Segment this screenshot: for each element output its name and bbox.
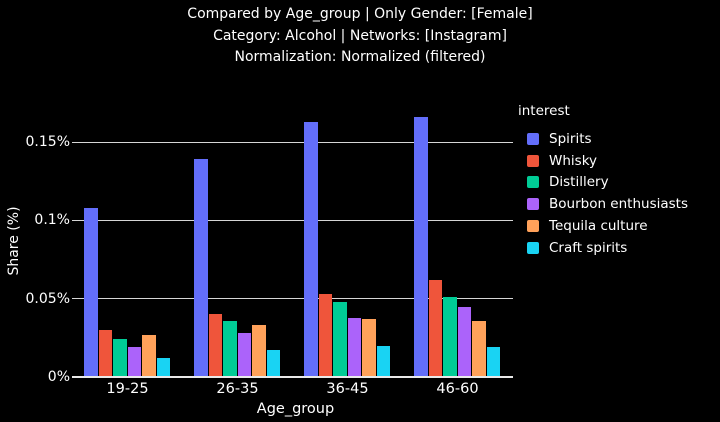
bar-spirits-19-25 (84, 207, 98, 377)
gridline-0.15% (78, 141, 513, 143)
bar-spirits-36-45 (304, 121, 318, 377)
legend-label-spirits: Spirits (549, 130, 592, 147)
bar-distillery-19-25 (113, 339, 127, 377)
legend-label-whisky: Whisky (549, 152, 598, 169)
legend-swatch-whisky (527, 154, 539, 167)
bar-spirits-26-35 (194, 159, 208, 377)
legend-swatch-spirits (527, 132, 539, 145)
legend-swatch-distillery (527, 176, 539, 189)
bar-craft-spirits-46-60 (486, 347, 500, 377)
chart-title-line-3: Normalization: Normalized (filtered) (234, 49, 486, 65)
bar-distillery-46-60 (443, 297, 457, 377)
y-tick-label-0%: 0% (47, 369, 70, 385)
legend-item-whisky[interactable]: Whisky (518, 150, 688, 172)
chart-title-line-1: Compared by Age_group | Only Gender: [Fe… (187, 6, 533, 22)
gridline-0.1% (78, 219, 513, 221)
x-tick-label-19-25: 19-25 (106, 381, 149, 397)
bar-whisky-26-35 (208, 314, 222, 377)
y-tick-mark-0.05% (72, 298, 78, 300)
y-axis-tick-labels: 0% 0.05% 0.1% 0.15% (0, 105, 70, 385)
bar-tequila-culture-19-25 (142, 334, 156, 377)
y-tick-label-0.05%: 0.05% (25, 290, 70, 307)
bar-whisky-36-45 (318, 294, 332, 377)
gridline-0.05% (78, 298, 513, 300)
bar-tequila-culture-36-45 (362, 319, 376, 377)
x-tick-label-26-35: 26-35 (216, 381, 259, 397)
bar-distillery-36-45 (333, 301, 347, 377)
chart-title-line-2: Category: Alcohol | Networks: [Instagram… (213, 27, 507, 44)
x-axis-zero-line (72, 376, 513, 378)
bar-craft-spirits-26-35 (266, 350, 280, 377)
legend-item-distillery[interactable]: Distillery (518, 172, 688, 194)
bar-craft-spirits-36-45 (376, 345, 390, 377)
bar-bourbon-enthusiasts-26-35 (237, 333, 251, 377)
legend-item-craft-spirits[interactable]: Craft spirits (518, 237, 688, 259)
bar-bourbon-enthusiasts-19-25 (127, 347, 141, 377)
legend-swatch-tequila-culture (527, 220, 539, 233)
legend-swatch-bourbon-enthusiasts (527, 198, 539, 211)
y-tick-label-0.15%: 0.15% (25, 134, 70, 151)
bar-tequila-culture-26-35 (252, 325, 266, 377)
legend-label-tequila-culture: Tequila culture (549, 218, 648, 235)
legend-item-bourbon-enthusiasts[interactable]: Bourbon enthusiasts (518, 193, 688, 215)
x-axis-title: Age_group (256, 401, 335, 417)
legend-title: interest (518, 103, 570, 119)
bar-tequila-culture-46-60 (472, 320, 486, 377)
legend-item-spirits[interactable]: Spirits (518, 128, 688, 150)
bar-craft-spirits-19-25 (156, 358, 170, 377)
legend-label-distillery: Distillery (549, 174, 609, 191)
y-tick-label-0.1%: 0.1% (34, 212, 70, 229)
plot-area (72, 105, 513, 378)
bar-whisky-46-60 (428, 279, 442, 377)
bar-whisky-19-25 (98, 330, 112, 377)
x-axis-tick-labels: 19-25 26-35 36-45 46-60 (78, 381, 513, 399)
bar-bourbon-enthusiasts-46-60 (457, 306, 471, 377)
x-tick-label-36-45: 36-45 (326, 381, 369, 397)
legend-items: Spirits Whisky Distillery Bourbon enthusias… (518, 128, 688, 259)
bar-distillery-26-35 (223, 320, 237, 377)
bar-bourbon-enthusiasts-36-45 (347, 317, 361, 377)
legend-label-bourbon-enthusiasts: Bourbon enthusiasts (549, 196, 688, 213)
y-tick-mark-0.15% (72, 141, 78, 143)
x-tick-label-46-60: 46-60 (436, 381, 479, 397)
legend-swatch-craft-spirits (527, 241, 539, 254)
legend: interest Spirits Whisky Distillery Bourbon … (518, 103, 688, 259)
legend-item-tequila-culture[interactable]: Tequila culture (518, 215, 688, 237)
bar-spirits-46-60 (414, 117, 428, 377)
chart-title-block: Compared by Age_group | Only Gender: [Fe… (0, 4, 720, 69)
legend-label-craft-spirits: Craft spirits (549, 239, 628, 256)
y-tick-mark-0.1% (72, 219, 78, 221)
